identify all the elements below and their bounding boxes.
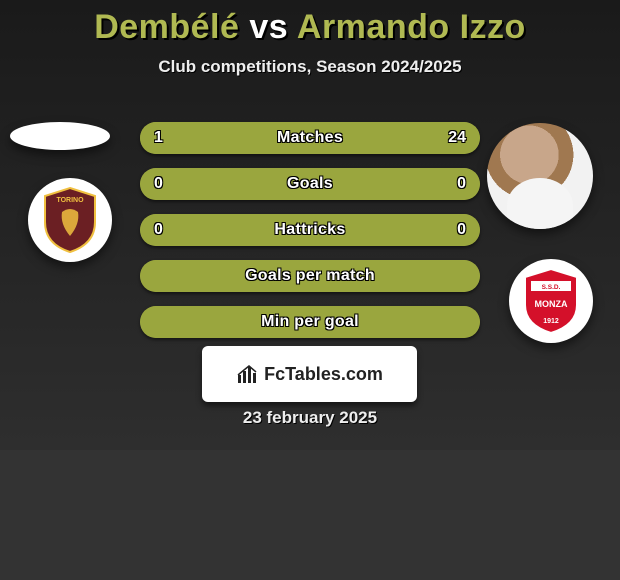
club1-badge: TORINO [28,178,112,262]
stat-value-right: 0 [457,214,466,246]
stat-label: Matches [140,122,480,154]
source-label: FcTables.com [264,364,383,385]
date-label: 23 february 2025 [0,408,620,428]
fctables-logo: FcTables.com [236,363,383,385]
club2-shield-icon: S.S.D. MONZA 1912 [521,267,581,335]
stat-row: Hattricks0 0 [140,214,480,246]
stat-value-left: 0 [154,214,163,246]
player2-avatar [487,123,593,229]
stat-label: Goals [140,168,480,200]
comparison-card: Dembélé vs Armando Izzo Club competition… [0,0,620,450]
stat-row: Goals per match [140,260,480,292]
source-badge: FcTables.com [202,346,417,402]
svg-text:TORINO: TORINO [56,197,84,204]
club1-shield-icon: TORINO [40,186,100,254]
svg-text:S.S.D.: S.S.D. [542,284,561,291]
stat-label: Min per goal [140,306,480,338]
stat-value-right: 24 [448,122,466,154]
stat-value-right: 0 [457,168,466,200]
stat-row: Goals0 0 [140,168,480,200]
title-vs: vs [249,8,288,46]
title-player1: Dembélé [94,8,239,46]
stat-label: Hattricks [140,214,480,246]
stat-row: Matches1 24 [140,122,480,154]
subtitle: Club competitions, Season 2024/2025 [0,57,620,77]
stat-value-left: 1 [154,122,163,154]
page-title: Dembélé vs Armando Izzo [0,0,620,47]
stats-block: Matches124Goals00Hattricks00Goals per ma… [140,122,480,352]
svg-text:MONZA: MONZA [535,299,568,309]
stat-row: Min per goal [140,306,480,338]
svg-text:1912: 1912 [543,318,559,325]
stat-value-left: 0 [154,168,163,200]
club2-badge: S.S.D. MONZA 1912 [509,259,593,343]
title-player2: Armando Izzo [297,8,526,46]
barchart-icon [236,363,258,385]
stat-label: Goals per match [140,260,480,292]
player1-avatar [10,122,110,150]
